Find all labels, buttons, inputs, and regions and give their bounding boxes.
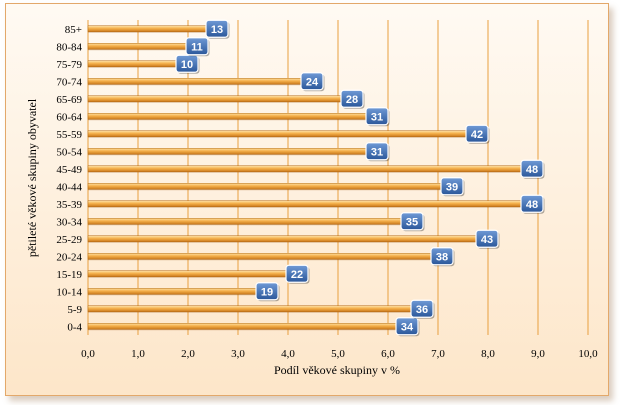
data-label: 28: [340, 89, 365, 109]
data-label: 22: [285, 264, 310, 284]
bar: [87, 113, 369, 120]
data-label: 42: [465, 124, 490, 144]
x-tick-label: 2,0: [181, 348, 195, 360]
svg-text:13: 13: [211, 24, 223, 36]
svg-text:11: 11: [191, 41, 203, 53]
data-label: 31: [365, 107, 390, 127]
y-tick-label: 85+: [65, 24, 82, 36]
svg-text:42: 42: [471, 129, 483, 141]
x-axis-title: Podíl věkové skupiny v %: [274, 363, 400, 377]
x-tick-label: 7,0: [431, 348, 445, 360]
bar: [87, 218, 404, 225]
data-label: 48: [520, 159, 545, 179]
data-label: 34: [395, 317, 420, 337]
svg-text:19: 19: [261, 286, 273, 298]
svg-text:38: 38: [436, 251, 448, 263]
bar: [87, 95, 344, 102]
bar: [87, 130, 469, 137]
data-label: 48: [520, 194, 545, 214]
chart-frame: [5, 3, 609, 396]
data-label: 11: [185, 37, 210, 57]
bar: [87, 78, 304, 85]
data-label: 19: [255, 282, 280, 302]
x-tick-label: 5,0: [331, 348, 345, 360]
y-tick-label: 45-49: [56, 164, 82, 176]
bar: [87, 323, 399, 330]
x-tick-label: 1,0: [131, 348, 145, 360]
y-tick-label: 70-74: [56, 76, 82, 88]
bar: [87, 305, 414, 312]
data-label: 39: [440, 177, 465, 197]
bar: [87, 183, 444, 190]
y-tick-label: 80-84: [56, 41, 82, 53]
y-tick-label: 25-29: [56, 234, 82, 246]
bar: [87, 25, 209, 32]
data-label: 24: [300, 72, 325, 92]
x-tick-label: 0,0: [81, 348, 95, 360]
svg-text:31: 31: [371, 146, 383, 158]
bars: [87, 25, 524, 331]
svg-text:31: 31: [371, 111, 383, 123]
x-tick-label: 3,0: [231, 348, 245, 360]
y-tick-label: 20-24: [56, 251, 82, 263]
bar: [87, 60, 179, 67]
x-tick-label: 6,0: [381, 348, 395, 360]
svg-text:22: 22: [291, 269, 303, 281]
bar: [87, 288, 259, 295]
y-tick-label: 0-4: [67, 321, 82, 333]
bar: [87, 165, 524, 172]
svg-text:36: 36: [416, 304, 428, 316]
data-label: 43: [475, 229, 500, 249]
y-tick-label: 35-39: [56, 199, 82, 211]
bar: [87, 43, 189, 50]
y-tick-label: 15-19: [56, 269, 82, 281]
data-label: 36: [410, 299, 435, 319]
y-tick-labels: 0-4 5-9 10-14 15-19 20-24 25-29 30-34 35-39 40-4…: [56, 24, 82, 334]
x-tick-label: 9,0: [531, 348, 545, 360]
x-tick-labels: 0,0 1,0 2,0 3,0 4,0 5,0 6,0 7,0 8,0 9,0 10,0: [81, 348, 598, 360]
y-tick-label: 65-69: [56, 94, 82, 106]
y-tick-label: 50-54: [56, 146, 82, 158]
svg-text:48: 48: [526, 164, 538, 176]
bar: [87, 270, 289, 277]
svg-text:39: 39: [446, 181, 458, 193]
svg-text:10: 10: [181, 59, 193, 71]
svg-text:43: 43: [481, 234, 493, 246]
bar: [87, 148, 369, 155]
x-tick-label: 10,0: [578, 348, 598, 360]
svg-text:28: 28: [346, 94, 358, 106]
svg-text:48: 48: [526, 199, 538, 211]
svg-text:35: 35: [406, 216, 418, 228]
x-tick-label: 4,0: [281, 348, 295, 360]
data-label: 35: [400, 212, 425, 232]
x-tick-label: 8,0: [481, 348, 495, 360]
y-tick-label: 75-79: [56, 59, 82, 71]
y-tick-label: 40-44: [56, 181, 82, 193]
bar: [87, 200, 524, 207]
data-label: 38: [430, 247, 455, 267]
svg-text:34: 34: [401, 321, 414, 333]
data-label: 13: [205, 19, 230, 39]
data-label: 10: [175, 54, 200, 74]
y-tick-label: 55-59: [56, 129, 82, 141]
y-tick-label: 5-9: [67, 304, 82, 316]
y-tick-label: 30-34: [56, 216, 82, 228]
y-axis-title: pětileté věkové skupiny obyvatel: [25, 98, 39, 257]
y-tick-label: 60-64: [56, 111, 82, 123]
y-tick-label: 10-14: [56, 286, 82, 298]
svg-text:24: 24: [306, 76, 319, 88]
data-label: 31: [365, 142, 390, 162]
bar: [87, 253, 434, 260]
bar: [87, 235, 479, 242]
